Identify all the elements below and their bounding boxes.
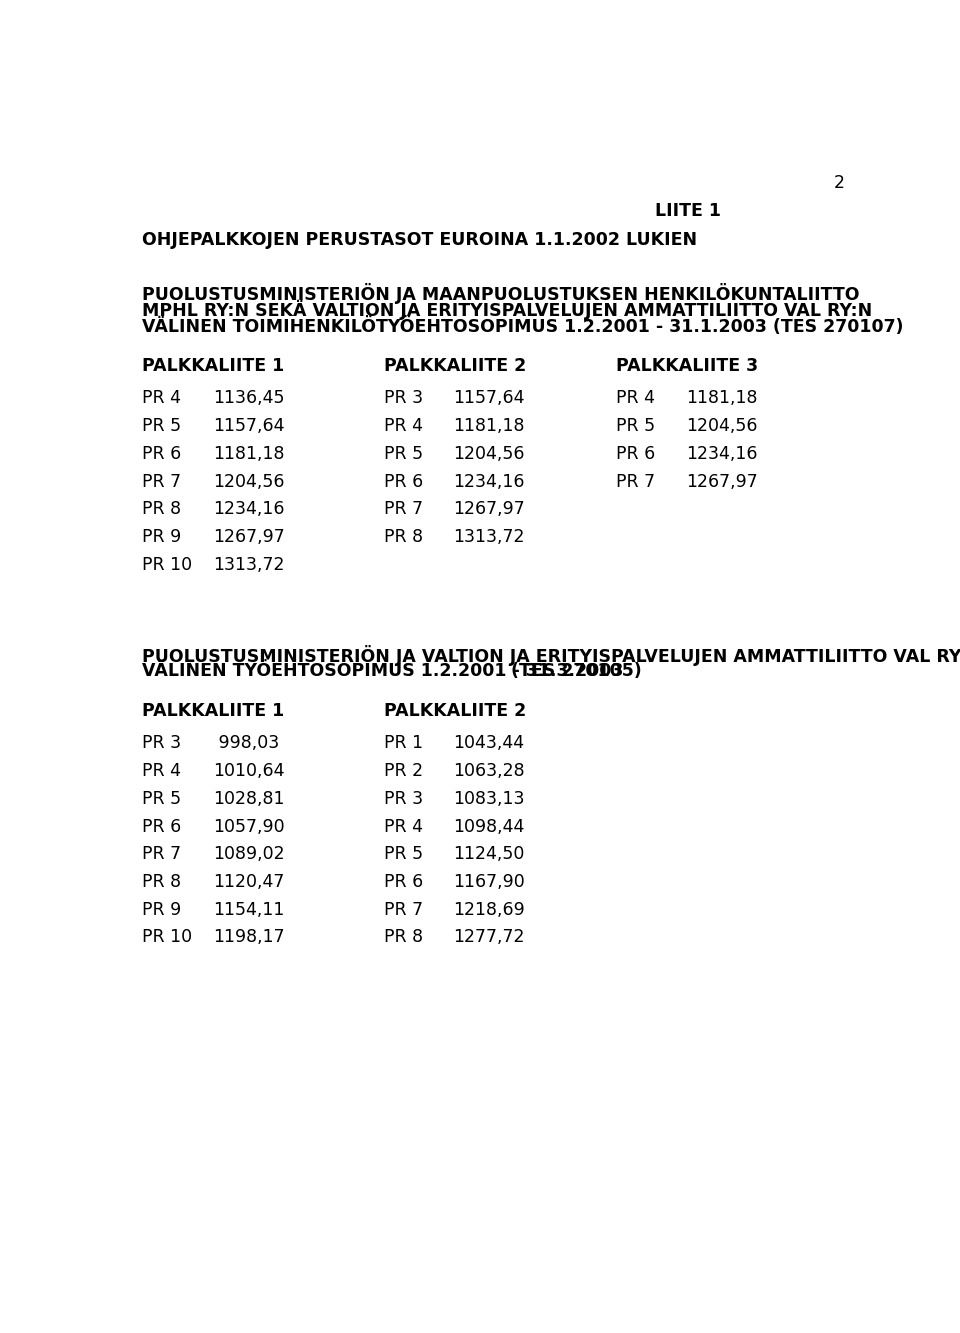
Text: PR 3: PR 3 (383, 389, 422, 408)
Text: PR 6: PR 6 (383, 473, 422, 491)
Text: LIITE 1: LIITE 1 (655, 203, 721, 220)
Text: PR 10: PR 10 (142, 928, 192, 946)
Text: 1120,47: 1120,47 (213, 873, 284, 890)
Text: 1313,72: 1313,72 (213, 556, 284, 573)
Text: VÄLINEN TYÖEHTOSOPIMUS 1.2.2001 - 31.3.2003: VÄLINEN TYÖEHTOSOPIMUS 1.2.2001 - 31.3.2… (142, 663, 623, 680)
Text: 1157,64: 1157,64 (213, 417, 284, 435)
Text: PR 6: PR 6 (616, 445, 656, 463)
Text: PR 9: PR 9 (142, 528, 180, 547)
Text: 1028,81: 1028,81 (213, 790, 284, 808)
Text: 1089,02: 1089,02 (213, 845, 284, 864)
Text: 1124,50: 1124,50 (453, 845, 524, 864)
Text: PR 5: PR 5 (142, 790, 180, 808)
Text: PR 7: PR 7 (383, 901, 422, 918)
Text: PR 4: PR 4 (142, 762, 180, 780)
Text: PALKKALIITE 1: PALKKALIITE 1 (142, 702, 284, 720)
Text: PR 5: PR 5 (616, 417, 655, 435)
Text: 2: 2 (833, 173, 845, 192)
Text: PUOLUSTUSMINISTERIÖN JA MAANPUOLUSTUKSEN HENKILÖKUNTALIITTO: PUOLUSTUSMINISTERIÖN JA MAANPUOLUSTUKSEN… (142, 283, 859, 304)
Text: PR 7: PR 7 (616, 473, 655, 491)
Text: 1010,64: 1010,64 (213, 762, 284, 780)
Text: PR 4: PR 4 (616, 389, 655, 408)
Text: 1167,90: 1167,90 (453, 873, 525, 890)
Text: OHJEPALKKOJEN PERUSTASOT EUROINA 1.1.2002 LUKIEN: OHJEPALKKOJEN PERUSTASOT EUROINA 1.1.200… (142, 231, 697, 249)
Text: PR 2: PR 2 (383, 762, 422, 780)
Text: PR 6: PR 6 (142, 445, 180, 463)
Text: 1198,17: 1198,17 (213, 928, 284, 946)
Text: 1234,16: 1234,16 (685, 445, 757, 463)
Text: MPHL RY:N SEKÄ VALTION JA ERITYISPALVELUJEN AMMATTILIITTO VAL RY:N: MPHL RY:N SEKÄ VALTION JA ERITYISPALVELU… (142, 300, 872, 320)
Text: VÄLINEN TOIMIHENKILÖTYÖEHTOSOPIMUS 1.2.2001 - 31.1.2003 (TES 270107): VÄLINEN TOIMIHENKILÖTYÖEHTOSOPIMUS 1.2.2… (142, 317, 903, 336)
Text: PUOLUSTUSMINISTERIÖN JA VALTION JA ERITYISPALVELUJEN AMMATTILIITTO VAL RY:N: PUOLUSTUSMINISTERIÖN JA VALTION JA ERITY… (142, 645, 960, 666)
Text: PR 8: PR 8 (383, 528, 422, 547)
Text: 1267,97: 1267,97 (213, 528, 285, 547)
Text: PR 5: PR 5 (383, 445, 422, 463)
Text: PR 10: PR 10 (142, 556, 192, 573)
Text: 1204,56: 1204,56 (213, 473, 284, 491)
Text: PALKKALIITE 2: PALKKALIITE 2 (383, 702, 526, 720)
Text: PR 1: PR 1 (383, 734, 422, 752)
Text: 1157,64: 1157,64 (453, 389, 525, 408)
Text: 1204,56: 1204,56 (453, 445, 525, 463)
Text: PR 5: PR 5 (142, 417, 180, 435)
Text: 1136,45: 1136,45 (213, 389, 284, 408)
Text: PR 8: PR 8 (383, 928, 422, 946)
Text: 1181,18: 1181,18 (685, 389, 757, 408)
Text: PR 7: PR 7 (142, 473, 180, 491)
Text: 1218,69: 1218,69 (453, 901, 525, 918)
Text: PALKKALIITE 3: PALKKALIITE 3 (616, 357, 758, 375)
Text: PR 4: PR 4 (383, 817, 422, 836)
Text: 1063,28: 1063,28 (453, 762, 525, 780)
Text: 1234,16: 1234,16 (453, 473, 525, 491)
Text: 1267,97: 1267,97 (453, 500, 525, 519)
Text: PR 3: PR 3 (383, 790, 422, 808)
Text: 1204,56: 1204,56 (685, 417, 757, 435)
Text: PR 9: PR 9 (142, 901, 180, 918)
Text: PALKKALIITE 1: PALKKALIITE 1 (142, 357, 284, 375)
Text: PR 6: PR 6 (142, 817, 180, 836)
Text: 1181,18: 1181,18 (213, 445, 284, 463)
Text: 1181,18: 1181,18 (453, 417, 525, 435)
Text: 1057,90: 1057,90 (213, 817, 284, 836)
Text: 998,03: 998,03 (213, 734, 279, 752)
Text: 1154,11: 1154,11 (213, 901, 284, 918)
Text: PR 5: PR 5 (383, 845, 422, 864)
Text: 1267,97: 1267,97 (685, 473, 757, 491)
Text: PR 4: PR 4 (142, 389, 180, 408)
Text: PR 8: PR 8 (142, 500, 180, 519)
Text: 1083,13: 1083,13 (453, 790, 525, 808)
Text: 1043,44: 1043,44 (453, 734, 524, 752)
Text: PR 4: PR 4 (383, 417, 422, 435)
Text: PR 7: PR 7 (142, 845, 180, 864)
Text: PR 6: PR 6 (383, 873, 422, 890)
Text: 1313,72: 1313,72 (453, 528, 525, 547)
Text: PR 7: PR 7 (383, 500, 422, 519)
Text: PALKKALIITE 2: PALKKALIITE 2 (383, 357, 526, 375)
Text: PR 8: PR 8 (142, 873, 180, 890)
Text: 1277,72: 1277,72 (453, 928, 525, 946)
Text: 1098,44: 1098,44 (453, 817, 524, 836)
Text: (TES 270105): (TES 270105) (512, 663, 642, 680)
Text: 1234,16: 1234,16 (213, 500, 284, 519)
Text: PR 3: PR 3 (142, 734, 180, 752)
